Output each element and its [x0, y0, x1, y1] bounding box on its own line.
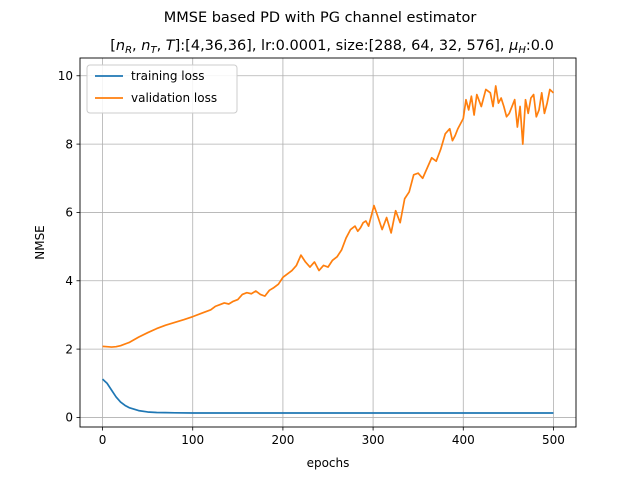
y-tick-label: 2: [65, 342, 73, 356]
y-axis-label: NMSE: [33, 225, 47, 260]
y-tick-label: 0: [65, 411, 73, 425]
chart-subtitle: [nR, nT, T]:[4,36,36], lr:0.0001, size:[…: [110, 38, 554, 56]
y-tick-label: 10: [58, 69, 73, 83]
plot-frame: [79, 57, 577, 428]
legend-box: [86, 64, 238, 114]
x-tick-label: 100: [181, 433, 204, 447]
series-lines: [101, 85, 555, 414]
x-tick-label: 0: [99, 433, 107, 447]
x-tick-label: 400: [452, 433, 475, 447]
legend: training loss validation loss: [86, 64, 238, 114]
legend-label-training-loss: training loss: [131, 69, 204, 83]
grid: [80, 58, 576, 427]
y-tick-label: 8: [65, 137, 73, 151]
chart-title: MMSE based PD with PG channel estimator: [164, 10, 477, 26]
x-tick-label: 500: [542, 433, 565, 447]
series-line-validation-loss: [102, 85, 555, 348]
legend-label-validation-loss: validation loss: [131, 91, 217, 105]
y-tick-label: 4: [65, 274, 73, 288]
axis-ticks: 0 100 200 300 400 500 0 2 4 6 8 10: [58, 69, 565, 447]
y-tick-label: 6: [65, 206, 73, 220]
x-tick-label: 200: [271, 433, 294, 447]
x-tick-label: 300: [362, 433, 385, 447]
x-axis-label: epochs: [307, 456, 350, 470]
series-line-training-loss: [101, 378, 554, 414]
